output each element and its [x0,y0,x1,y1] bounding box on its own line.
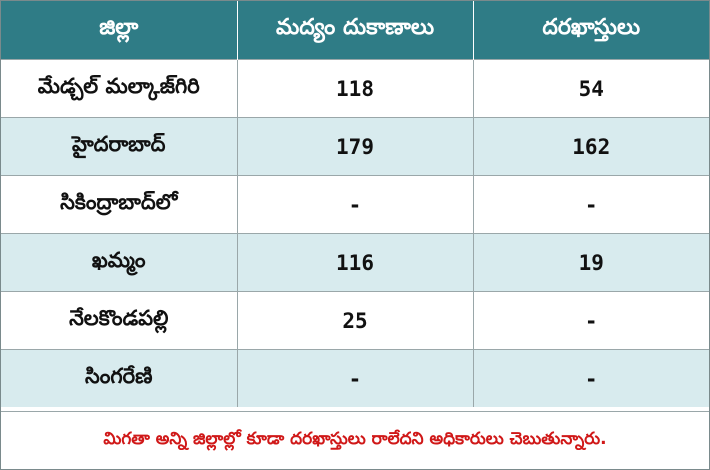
data-table: జిల్లా మద్యం దుకాణాలు దరఖాస్తులు మేడ్చల్… [1,1,709,407]
cell-shops: 25 [237,292,473,350]
cell-shops: - [237,350,473,408]
cell-applications: - [473,176,709,234]
cell-applications: 54 [473,60,709,118]
header-liquor-shops: మద్యం దుకాణాలు [237,1,473,60]
cell-district: సికింద్రాబాద్‌లో [1,176,237,234]
table-row: మేడ్చల్ మల్కాజ్‌గిరి 118 54 [1,60,709,118]
table-row: హైదరాబాద్ 179 162 [1,118,709,176]
header-applications: దరఖాస్తులు [473,1,709,60]
cell-district: నేలకొండపల్లి [1,292,237,350]
header-row: జిల్లా మద్యం దుకాణాలు దరఖాస్తులు [1,1,709,60]
table-row: సికింద్రాబాద్‌లో - - [1,176,709,234]
footnote: మిగతా అన్ని జిల్లాల్లో కూడా దరఖాస్తులు ర… [1,411,709,470]
table-row: సింగరేణి - - [1,350,709,408]
cell-district: హైదరాబాద్ [1,118,237,176]
cell-applications: - [473,292,709,350]
cell-shops: 118 [237,60,473,118]
cell-district: ఖమ్మం [1,234,237,292]
cell-shops: - [237,176,473,234]
cell-district: సింగరేణి [1,350,237,408]
cell-applications: - [473,350,709,408]
cell-shops: 116 [237,234,473,292]
cell-applications: 162 [473,118,709,176]
table-row: ఖమ్మం 116 19 [1,234,709,292]
cell-district: మేడ్చల్ మల్కాజ్‌గిరి [1,60,237,118]
cell-shops: 179 [237,118,473,176]
table-row: నేలకొండపల్లి 25 - [1,292,709,350]
cell-applications: 19 [473,234,709,292]
header-district: జిల్లా [1,1,237,60]
